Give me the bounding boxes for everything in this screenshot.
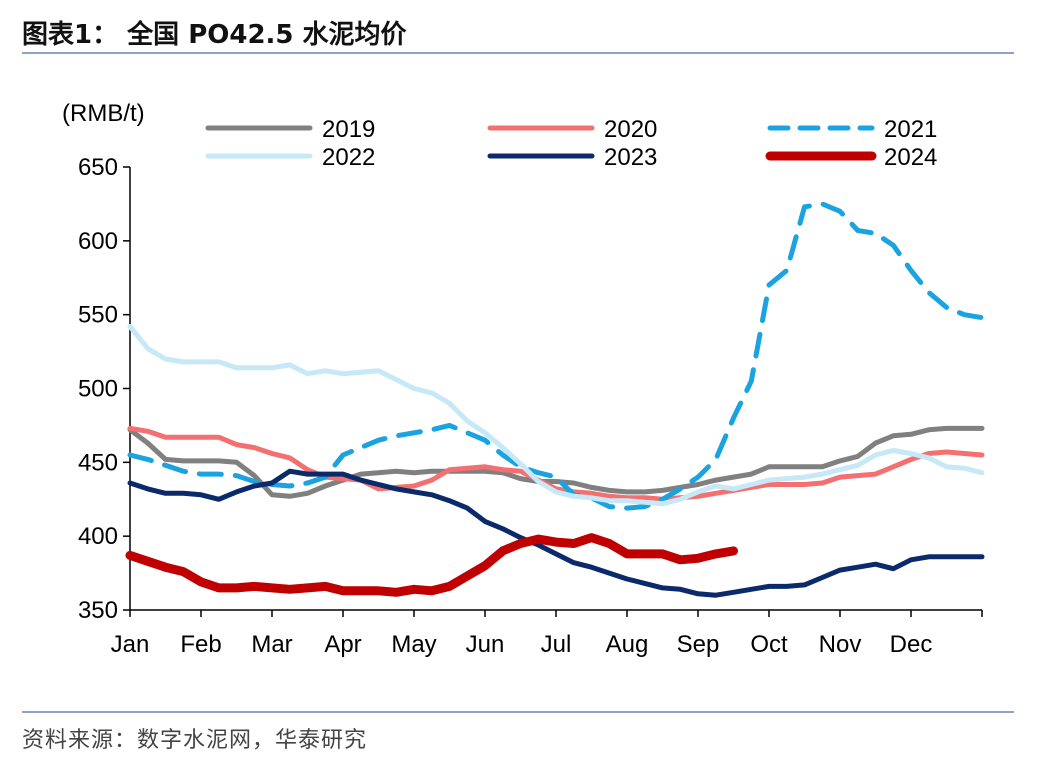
x-tick-label: Jul	[541, 631, 572, 658]
y-tick-label: 350	[78, 597, 118, 624]
x-tick-label: Feb	[180, 631, 221, 658]
legend-label-2024: 2024	[884, 144, 937, 171]
line-chart: 650 600 550 500 450 400 350 Jan Feb Mar Apr May Jun J…	[62, 100, 985, 658]
y-tick-label: 400	[78, 523, 118, 550]
top-divider	[22, 52, 1014, 54]
series-line-2021	[127, 201, 985, 511]
legend-label-2021: 2021	[884, 116, 937, 143]
y-tick-label: 500	[78, 376, 118, 403]
x-tick-label: Aug	[606, 631, 649, 658]
series-line-2022	[127, 324, 985, 507]
x-tick-label: Jan	[111, 631, 150, 658]
bottom-divider	[22, 711, 1014, 713]
legend-label-2023: 2023	[604, 144, 657, 171]
y-axis-unit-label: (RMB/t)	[62, 100, 145, 127]
source-note: 资料来源：数字水泥网，华泰研究	[22, 728, 368, 753]
y-tick-label: 650	[78, 154, 118, 181]
series-line-2023	[127, 468, 985, 598]
x-tick-label: Jun	[466, 631, 505, 658]
page-title: 图表1： 全国 PO42.5 水泥均价	[22, 20, 407, 50]
series-line-2020	[127, 425, 985, 502]
x-tick-label: Dec	[890, 631, 933, 658]
legend-label-2022: 2022	[322, 144, 375, 171]
y-tick-label: 450	[78, 449, 118, 476]
y-tick-label: 550	[78, 302, 118, 329]
legend-label-2020: 2020	[604, 116, 657, 143]
legend-label-2019: 2019	[322, 116, 375, 143]
x-tick-label: Sep	[677, 631, 720, 658]
x-tick-label: Apr	[324, 631, 361, 658]
series-line-2024	[125, 533, 738, 597]
series-line-2019	[127, 425, 985, 499]
x-tick-label: May	[391, 631, 436, 658]
x-tick-label: Mar	[251, 631, 292, 658]
y-tick-label: 600	[78, 228, 118, 255]
x-tick-label: Nov	[819, 631, 862, 658]
x-tick-label: Oct	[750, 631, 788, 658]
